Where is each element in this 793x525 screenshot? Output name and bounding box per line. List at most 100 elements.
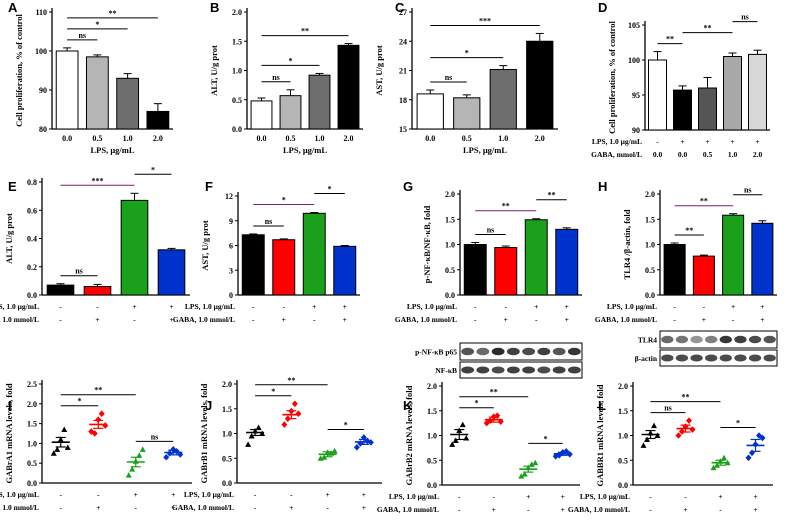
panel-e-label: E	[8, 179, 17, 194]
panel-i-point-0-1	[54, 446, 61, 452]
panel-j-row-0-cell-1: -	[290, 490, 293, 499]
panel-g-ytick-label-3: 1.5	[445, 215, 455, 224]
panel-i-point-1-1	[91, 430, 98, 437]
panel-e-bar-3	[157, 249, 186, 296]
panel-c-ytick-label-1: 18	[399, 96, 407, 105]
panel-g-row-0-cell-2: +	[534, 302, 538, 311]
panel-i-point-1-3	[98, 410, 105, 417]
panel-h-row-0-cell-3: +	[760, 302, 764, 311]
panel-j-row-0-cell-2: +	[325, 490, 329, 499]
panel-f-sig-label-1: *	[282, 196, 286, 205]
panel-d-gaba-cell-1: 0.0	[678, 150, 688, 159]
panel-k-ytick-label-2: 1.0	[427, 432, 437, 441]
blot-nfkb-band-5	[537, 366, 551, 374]
blot-p65: p-NF-κB p65	[415, 342, 583, 361]
panel-k-row-0-cell-0: -	[458, 492, 461, 501]
panel-k-ytick-label-4: 2.0	[427, 382, 437, 391]
blot-actin-band-1	[675, 354, 689, 362]
panel-f-label: F	[205, 179, 213, 194]
panel-h-ytick-label-1: 0.5	[645, 266, 655, 275]
blot-tlr4-band-4	[719, 335, 732, 344]
blot-p65-band-7	[567, 347, 581, 356]
panel-d-sig-label-2: ns	[741, 13, 749, 22]
panel-h-sig-label-0: **	[685, 226, 693, 235]
panel-h-ytick-label-3: 1.5	[645, 215, 655, 224]
panel-a: A 80 90 100 110 Cell proliferation, % of cont…	[8, 0, 173, 155]
blot-p65-band-0	[461, 347, 475, 356]
panel-h-row-1-cell-0: -	[673, 315, 676, 324]
blot-actin-band-6	[748, 354, 762, 362]
panel-l-row-0-cell-3: +	[753, 492, 757, 501]
panel-b-bar-3	[337, 44, 360, 130]
panel-f-row-1-cell-1: +	[282, 315, 286, 324]
panel-i-row-1-cell-1: +	[96, 503, 100, 512]
panel-e-row-0-cell-3: +	[169, 302, 173, 311]
panel-h-row-1-cell-2: -	[732, 315, 735, 324]
panel-i-ylabel: GABrA1 mRNA levels, fold	[4, 383, 14, 483]
panel-e-row-0-cell-1: -	[96, 302, 99, 311]
panel-i-row-1-cell-2: -	[135, 503, 138, 512]
panel-d-gaba-cell-2: 0.5	[703, 150, 713, 159]
blot-p65-frame	[459, 342, 583, 361]
panel-d-bar-2	[698, 87, 717, 131]
panel-f-row-1-cell-3: +	[343, 315, 347, 324]
panel-d-gaba-cell-0: 0.0	[653, 150, 663, 159]
panel-i-point-1-2	[95, 416, 102, 423]
panel-k-row-1-cell-3: +	[561, 505, 565, 514]
blot-actin-frame	[659, 349, 778, 367]
panel-l-row-1-cell-0: -	[649, 505, 652, 514]
panel-j-point-1-0	[281, 421, 288, 428]
panel-e-row-0-cell-2: +	[132, 302, 136, 311]
panel-i-point-2-3	[136, 452, 143, 458]
panel-d-bar-4	[748, 53, 767, 131]
panel-d: D 90 95 100 105 Cell proliferation, % of cont…	[591, 0, 770, 159]
panel-l-ytick-label-4: 2.0	[618, 382, 628, 391]
panel-k-row-1-cell-0: -	[458, 505, 461, 514]
panel-k-row-label-1: GABA, 1.0 mmol/L	[377, 505, 439, 514]
panel-g-sig-label-0: ns	[487, 225, 495, 234]
panel-h-row-1-cell-3: +	[760, 315, 764, 324]
panel-i-point-2-0	[125, 472, 132, 478]
panel-k-point-1-4	[497, 418, 504, 425]
panel-g-bar-2	[524, 219, 548, 296]
panel-l-row-1-cell-2: -	[719, 505, 722, 514]
panel-i-point-0-0	[50, 450, 57, 456]
panel-f-ytick-label-2: 6	[229, 242, 233, 251]
panel-h-bar-0	[663, 244, 686, 296]
panel-b-sig-label-0: ns	[272, 73, 280, 82]
panel-d-ylabel: Cell proliferation, % of control	[607, 20, 617, 133]
panel-l-row-1-cell-3: +	[753, 505, 757, 514]
panel-j-row-1-cell-3: +	[362, 503, 366, 512]
panel-a-bar-1	[85, 56, 109, 130]
panel-i-ytick-label-4: 2.0	[27, 400, 37, 409]
panel-i-row-1-cell-3: +	[171, 503, 175, 512]
panel-j-sig-label-0: *	[271, 387, 275, 396]
panel-h: H 0.0 0.5 1.0 1.5 2.0 TLR4 /β-actin, fold ** ** n…	[595, 179, 777, 324]
panel-i-point-3-0	[163, 453, 170, 461]
blot-tlr4-band-5	[734, 335, 747, 344]
panel-f-row-label-0: LPS, 1.0 μg/mL	[185, 302, 235, 311]
panel-j-point-1-3	[291, 400, 298, 408]
blot-nfkb-band-7	[567, 366, 581, 374]
panel-b-label: B	[210, 0, 219, 15]
panel-f-row-0-cell-0: -	[252, 302, 255, 311]
panel-l-ytick-label-0: 0.0	[618, 481, 628, 490]
panel-j-point-0-3	[255, 424, 262, 431]
panel-l-sig-label-1: **	[682, 393, 690, 402]
blot-tlr4-band-6	[748, 335, 762, 344]
panel-l-point-0-1	[644, 436, 650, 442]
panel-f-ytick-label-1: 3	[229, 266, 233, 275]
panel-j-ytick-label-2: 1.0	[222, 430, 232, 439]
panel-g-ytick-label-4: 2.0	[445, 190, 455, 199]
panel-c-label: C	[395, 0, 405, 15]
panel-c-sig-label-1: *	[465, 49, 469, 58]
blot-nfkb-band-2	[491, 366, 505, 374]
panel-f-sig-label-2: *	[328, 185, 332, 194]
panel-b-ytick-label-1: 0.5	[232, 96, 242, 105]
panel-a-xtick-label-0: 0.0	[62, 134, 72, 143]
panel-i-point-3-4	[177, 451, 184, 458]
panel-j-ytick-label-1: 0.5	[222, 454, 232, 463]
panel-c-xtick-label-0: 0.0	[425, 134, 435, 143]
